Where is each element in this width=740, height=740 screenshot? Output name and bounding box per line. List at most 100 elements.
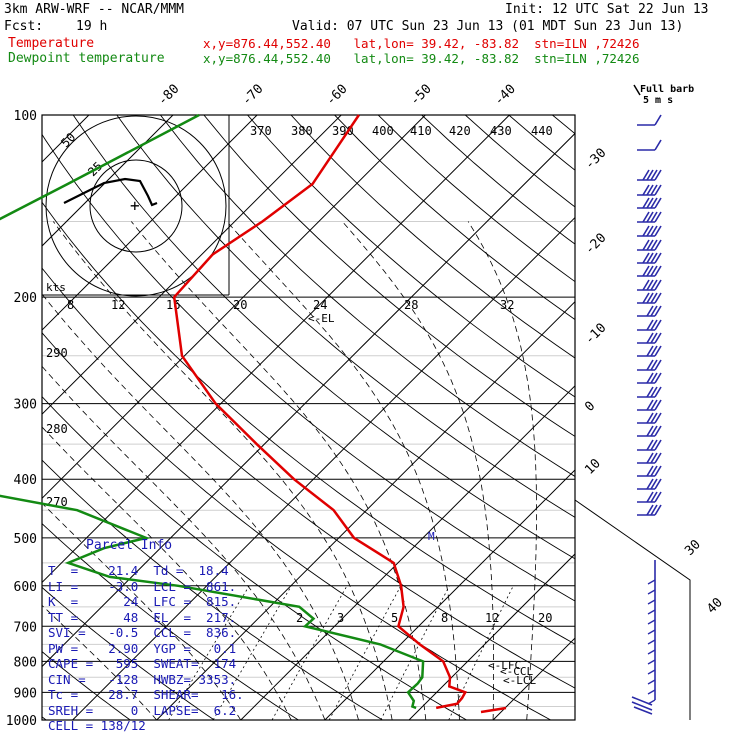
wind-barb-feather [650, 399, 658, 411]
wind-barb [637, 169, 662, 181]
isotherm-line [156, 300, 575, 720]
wind-barb-feather [650, 452, 658, 464]
wind-barb-feather [646, 372, 654, 384]
isobar-label-1000: 1000 [6, 714, 37, 729]
parcel-info-row: SVI = -0.5 CCL = 836. [48, 625, 237, 640]
mixing-ratio-label: 12 [485, 611, 499, 625]
wind-barb-feather [646, 399, 654, 411]
parcel-info-box: Parcel Info T = 21.4 Td = 18.4 LI = -3.0 … [42, 536, 244, 736]
wind-barb [637, 359, 662, 371]
wind-barb [637, 239, 662, 251]
wind-barb-feather [654, 211, 662, 223]
lfc-marker: <-LFC [488, 659, 521, 672]
wind-barb-feather [650, 359, 658, 371]
isotherm-label-right: -10 [582, 321, 609, 348]
wind-barb-feather [650, 197, 658, 209]
wind-barb-feather [650, 225, 658, 237]
wind-barb-lower-feather [647, 589, 656, 595]
wind-barb-feather [646, 504, 654, 516]
theta-label: 380 [291, 124, 313, 138]
wind-barb-lower-feather [647, 679, 656, 685]
dry-adiabat [160, 115, 575, 477]
wind-barb-feather [650, 319, 658, 331]
wind-barb [637, 465, 662, 477]
model-title: 3km ARW-WRF -- NCAR/MMM [4, 2, 185, 17]
wind-barb-feather [646, 425, 654, 437]
temperature-legend: Temperature [8, 36, 95, 51]
wind-barb-feather [650, 412, 658, 424]
isotherm-line [42, 115, 342, 415]
wind-barb [637, 305, 662, 317]
wind-barb-feather [654, 332, 662, 344]
wind-barb-feather [642, 265, 650, 277]
wind-barb-feather [650, 169, 658, 181]
lcl-marker: <-LCL [503, 674, 536, 687]
moist-adiabat [42, 293, 359, 720]
dry-adiabat [377, 115, 575, 283]
wind-barb-feather [654, 292, 662, 304]
isotherm-line [0, 115, 5, 720]
wind-barb-feather [654, 265, 662, 277]
parcel-info-row: T = 21.4 Td = 18.4 [48, 563, 229, 578]
ts-label: 28 [404, 298, 418, 312]
parcel-info-row: LI = -3.0 LCL = 861. [48, 578, 237, 594]
wind-barb-feather [646, 184, 654, 196]
theta-label: 370 [250, 124, 272, 138]
wind-barb-feather [642, 292, 650, 304]
dry-adiabat [42, 201, 575, 645]
wind-barb-feather [654, 399, 662, 411]
isotherm-line [42, 115, 174, 247]
wind-barb-feather [646, 359, 654, 371]
wind-barb [637, 478, 662, 490]
theta-label: 420 [449, 124, 471, 138]
dry-adiabat [116, 115, 575, 518]
isobar-label-500: 500 [14, 532, 37, 547]
wind-barb-feather [646, 252, 654, 264]
wind-barb-feather [646, 452, 654, 464]
theta-label: 390 [332, 124, 354, 138]
wind-barb-feather [650, 332, 658, 344]
dry-adiabat [334, 115, 575, 321]
wind-barb [637, 332, 662, 344]
dry-adiabat [247, 115, 575, 398]
dry-adiabat [42, 651, 131, 720]
wind-barb-feather [650, 345, 658, 357]
wind-barb-feather [650, 239, 658, 251]
wind-barb-feather [650, 292, 658, 304]
theta-left-label: 280 [46, 422, 68, 436]
ts-label: 24 [313, 298, 327, 312]
parcel-info-row: CELL = 138/12 [48, 718, 146, 733]
wind-barb-feather [642, 197, 650, 209]
barb-legend-line1: Full barb [640, 84, 694, 95]
wind-barb-feather [650, 211, 658, 223]
wind-barb-feather [654, 319, 662, 331]
isotherm-line [492, 637, 575, 720]
isobar-label-800: 800 [14, 655, 37, 670]
moist-adiabat [341, 221, 494, 720]
isobar-label-600: 600 [14, 580, 37, 595]
wind-barb [637, 372, 662, 384]
wind-barb-feather [650, 372, 658, 384]
wind-barb-feather [654, 305, 662, 317]
parcel-info-row: CIN = -128 HWBZ= 3353. [48, 671, 237, 687]
fcst-value: 19 h [76, 19, 108, 34]
init-time: Init: 12 UTC Sat 22 Jun 13 [505, 2, 709, 17]
dry-adiabat [552, 115, 575, 135]
wind-barb-feather [654, 386, 662, 398]
wind-barb [637, 114, 662, 126]
dry-adiabat [203, 115, 575, 437]
moist-adiabat [52, 221, 393, 720]
isotherm-line [324, 469, 575, 720]
wind-barb-lower-feather [647, 669, 656, 675]
wind-barb-feather [650, 265, 658, 277]
wind-barb-lower-feather [647, 629, 656, 635]
temperature-surface-tail [480, 706, 507, 714]
wind-barb-feather [646, 225, 654, 237]
wind-barb-feather [642, 184, 650, 196]
wind-barb [637, 279, 662, 291]
wind-barb-feather [654, 169, 662, 181]
wind-barb-feather [642, 252, 650, 264]
wind-barb-lower-feather [647, 639, 656, 645]
isobar-label-100: 100 [14, 109, 37, 124]
hodograph-trace [63, 177, 158, 207]
